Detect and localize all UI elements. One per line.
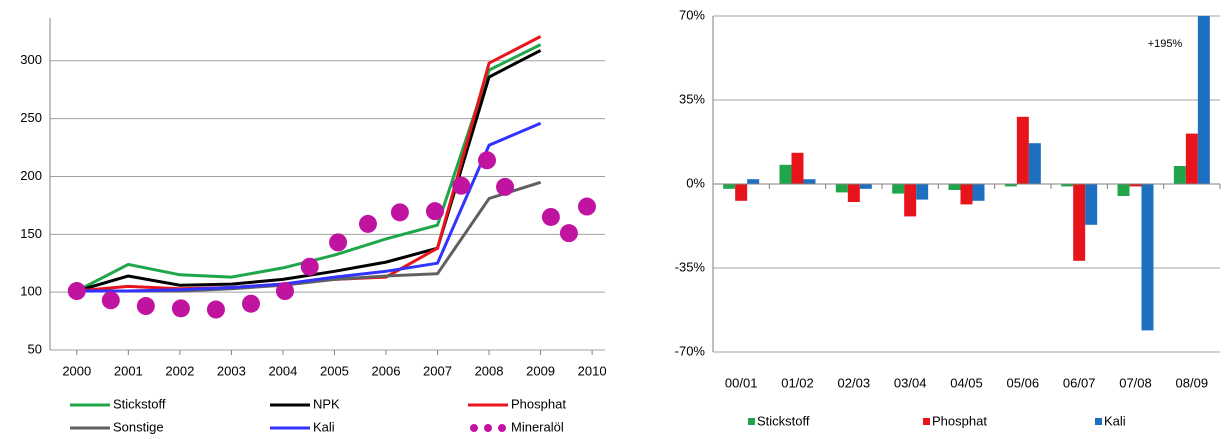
y-tick-label: 250 bbox=[20, 110, 42, 125]
annotation: +195% bbox=[1148, 38, 1183, 50]
y-tick-label: -70% bbox=[675, 343, 706, 358]
data-point bbox=[390, 203, 409, 222]
data-point bbox=[358, 214, 377, 233]
data-point bbox=[241, 294, 260, 313]
x-tick-label: 01/02 bbox=[781, 375, 814, 390]
y-tick-label: -35% bbox=[675, 259, 706, 274]
x-tick-label: 06/07 bbox=[1063, 375, 1096, 390]
y-tick-label: 300 bbox=[20, 52, 42, 67]
bar bbox=[1004, 184, 1017, 187]
bar bbox=[791, 152, 804, 184]
bar bbox=[916, 184, 929, 200]
x-tick-label: 2007 bbox=[423, 363, 452, 378]
bar bbox=[1028, 143, 1041, 184]
x-tick-label: 08/09 bbox=[1176, 375, 1209, 390]
legend-label: Kali bbox=[313, 419, 335, 434]
legend-label: Mineralöl bbox=[511, 419, 564, 434]
bar bbox=[1185, 133, 1198, 184]
y-tick-label: 200 bbox=[20, 168, 42, 183]
x-tick-label: 2006 bbox=[372, 363, 401, 378]
data-point bbox=[67, 282, 86, 301]
x-tick-label: 04/05 bbox=[950, 375, 983, 390]
x-tick-label: 2003 bbox=[217, 363, 246, 378]
data-line bbox=[76, 121, 542, 293]
legend-label: Stickstoff bbox=[757, 413, 810, 428]
bar bbox=[859, 184, 872, 189]
data-point bbox=[275, 282, 294, 301]
bar bbox=[779, 164, 792, 184]
legend-swatch bbox=[470, 424, 478, 432]
x-tick-label: 2002 bbox=[165, 363, 194, 378]
bar bbox=[1073, 184, 1086, 261]
bar bbox=[948, 184, 961, 190]
bar bbox=[1117, 184, 1130, 196]
x-tick-label: 07/08 bbox=[1119, 375, 1152, 390]
bar bbox=[803, 179, 816, 184]
data-point bbox=[300, 257, 319, 276]
legend-swatch bbox=[1095, 418, 1102, 425]
data-point bbox=[496, 177, 515, 196]
legend-label: Phosphat bbox=[932, 413, 987, 428]
legend-swatch bbox=[923, 418, 930, 425]
x-tick-label: 2004 bbox=[268, 363, 297, 378]
x-tick-label: 02/03 bbox=[838, 375, 871, 390]
x-tick-label: 00/01 bbox=[725, 375, 758, 390]
legend-swatch bbox=[498, 424, 506, 432]
bar bbox=[972, 184, 985, 201]
x-tick-label: 2008 bbox=[475, 363, 504, 378]
data-line bbox=[76, 35, 542, 293]
data-point bbox=[477, 151, 496, 170]
legend-swatch bbox=[748, 418, 755, 425]
bar bbox=[1173, 166, 1186, 184]
data-line bbox=[76, 49, 542, 293]
bars bbox=[723, 16, 1210, 331]
data-point bbox=[136, 297, 155, 316]
legend-label: Phosphat bbox=[511, 396, 566, 411]
data-point bbox=[329, 233, 348, 252]
bar bbox=[847, 184, 860, 202]
bar bbox=[735, 184, 748, 201]
y-tick-label: 50 bbox=[28, 341, 42, 356]
y-tick-label: 100 bbox=[20, 284, 42, 299]
data-point bbox=[206, 300, 225, 319]
y-tick-label: 150 bbox=[20, 226, 42, 241]
data-point bbox=[425, 202, 444, 221]
bar bbox=[1129, 184, 1142, 187]
bar bbox=[904, 184, 917, 217]
x-tick-label: 05/06 bbox=[1007, 375, 1040, 390]
x-tick-label: 2000 bbox=[62, 363, 91, 378]
bar bbox=[1085, 184, 1098, 225]
bar bbox=[1197, 16, 1210, 184]
data-point bbox=[171, 299, 190, 318]
data-point bbox=[577, 197, 596, 216]
bar bbox=[960, 184, 973, 205]
data-point bbox=[101, 291, 120, 310]
x-tick-label: 2001 bbox=[114, 363, 143, 378]
legend-label: NPK bbox=[313, 396, 340, 411]
x-tick-label: 2010 bbox=[578, 363, 607, 378]
data-point bbox=[452, 176, 471, 195]
x-tick-label: 2009 bbox=[526, 363, 555, 378]
x-tick-label: 2005 bbox=[320, 363, 349, 378]
legend-label: Stickstoff bbox=[113, 396, 166, 411]
y-tick-label: 0% bbox=[686, 175, 705, 190]
data-line bbox=[76, 43, 542, 293]
legend-swatch bbox=[484, 424, 492, 432]
y-tick-label: 35% bbox=[679, 91, 705, 106]
data-point bbox=[541, 207, 560, 226]
bar bbox=[835, 184, 848, 193]
bar bbox=[1016, 116, 1029, 184]
legend-label: Kali bbox=[1104, 413, 1126, 428]
data-point bbox=[559, 224, 578, 243]
legend-label: Sonstige bbox=[113, 419, 164, 434]
bar bbox=[1061, 184, 1074, 187]
x-tick-label: 03/04 bbox=[894, 375, 927, 390]
bar bbox=[723, 184, 736, 189]
bar bbox=[892, 184, 905, 194]
bar bbox=[1141, 184, 1154, 331]
y-tick-label: 70% bbox=[679, 7, 705, 22]
bar bbox=[747, 179, 760, 184]
